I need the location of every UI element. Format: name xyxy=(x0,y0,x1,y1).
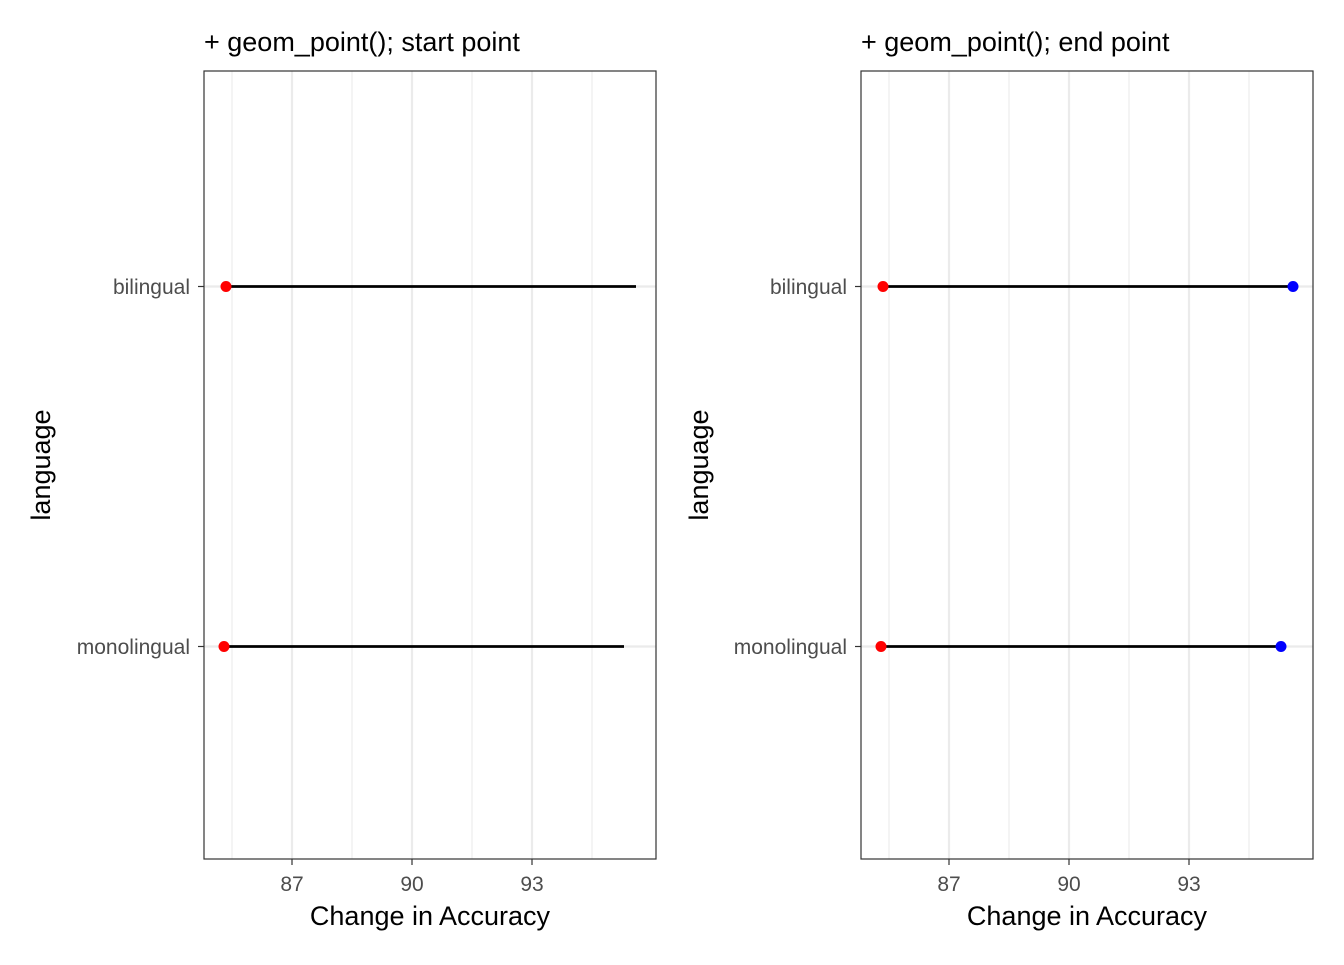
x-tick-label: 93 xyxy=(1177,873,1200,896)
point-monolingual-1 xyxy=(218,641,230,652)
x-tick-label: 87 xyxy=(280,873,303,896)
x-tick-label: 90 xyxy=(1057,873,1080,896)
x-axis-title: Change in Accuracy xyxy=(967,901,1208,931)
y-tick-label-monolingual: monolingual xyxy=(734,636,847,659)
point-bilingual-0 xyxy=(220,281,232,292)
chart-title: + geom_point(); end point xyxy=(861,27,1170,57)
point-monolingual-3 xyxy=(1275,641,1287,652)
chart-panel-2: 87 90 93 monolingual bilingual + geom_point()… xyxy=(684,27,1314,931)
x-tick-label: 90 xyxy=(400,873,423,896)
y-axis-title: language xyxy=(684,409,714,520)
x-axis-title: Change in Accuracy xyxy=(310,901,551,931)
x-tick-label: 93 xyxy=(520,873,543,896)
point-bilingual-0 xyxy=(877,281,889,292)
point-monolingual-1 xyxy=(875,641,887,652)
point-bilingual-2 xyxy=(1287,281,1299,292)
y-tick-label-bilingual: bilingual xyxy=(770,276,847,299)
chart-panel-1: 87 90 93 monolingual bilingual + geom_point()… xyxy=(26,27,657,931)
y-tick-label-monolingual: monolingual xyxy=(77,636,190,659)
panel-border xyxy=(203,70,657,860)
panel-border xyxy=(860,70,1314,860)
x-tick-label: 87 xyxy=(937,873,960,896)
y-axis-title: language xyxy=(26,409,56,520)
chart-title: + geom_point(); start point xyxy=(204,27,520,57)
y-tick-label-bilingual: bilingual xyxy=(113,276,190,299)
